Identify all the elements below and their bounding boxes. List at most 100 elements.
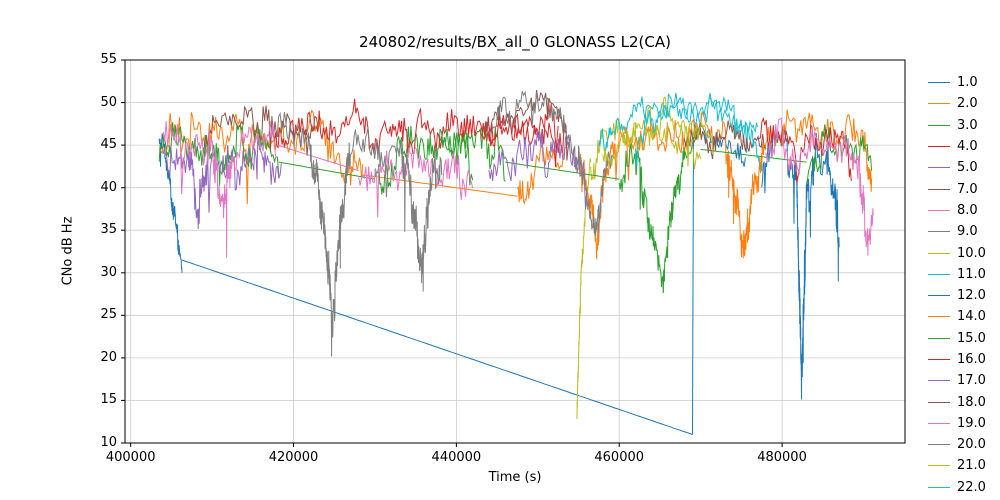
legend-line-swatch (928, 295, 950, 297)
legend-item-21.0: 21.0 (928, 455, 986, 476)
chart-title: 240802/results/BX_all_0 GLONASS L2(CA) (359, 33, 671, 51)
legend-label: 21.0 (957, 458, 986, 474)
series-line-1.0 (181, 259, 693, 435)
y-tick-label: 25 (100, 307, 117, 323)
legend-line-swatch (928, 359, 950, 360)
legend-item-22.0: 22.0 (928, 477, 986, 498)
legend-label: 12.0 (957, 288, 986, 304)
y-tick-label: 10 (100, 435, 117, 450)
series-line-8.0 (358, 146, 474, 218)
legend-line-swatch (928, 124, 950, 126)
legend-label: 19.0 (957, 415, 986, 431)
series-line-1.0 (692, 136, 694, 435)
legend-label: 15.0 (957, 330, 986, 346)
legend-line-swatch (928, 486, 950, 488)
legend-item-1.0: 1.0 (928, 72, 986, 93)
legend-label: 18.0 (957, 394, 986, 410)
legend-label: 10.0 (957, 245, 986, 261)
legend-line-swatch (928, 337, 950, 339)
series-line-15.0 (618, 129, 702, 294)
legend-line-swatch (928, 82, 950, 84)
legend-label: 7.0 (957, 181, 978, 197)
series-line-4.0 (272, 98, 567, 158)
legend-item-12.0: 12.0 (928, 285, 986, 306)
x-tick-label: 480000 (757, 450, 807, 465)
legend-item-14.0: 14.0 (928, 306, 986, 327)
x-tick-label: 460000 (594, 450, 645, 465)
legend-line-swatch (928, 380, 950, 382)
series-line-16.0 (480, 112, 559, 167)
legend-item-11.0: 11.0 (928, 264, 986, 285)
legend-label: 11.0 (957, 266, 986, 282)
legend-label: 22.0 (957, 479, 986, 495)
legend-item-17.0: 17.0 (928, 370, 986, 391)
y-tick-label: 40 (100, 179, 117, 195)
series-line-3.0 (278, 161, 376, 180)
series-line-9.0 (276, 111, 443, 357)
series-line-7.0 (203, 105, 319, 156)
series-line-17.0 (488, 129, 588, 210)
series-line-15.0 (439, 122, 506, 182)
series-line-22.0 (635, 92, 763, 171)
y-tick-label: 45 (100, 137, 117, 153)
plot-area (121, 59, 906, 447)
legend-item-2.0: 2.0 (928, 93, 986, 114)
x-tick-label: 440000 (431, 450, 482, 465)
series-line-20.0 (488, 90, 614, 236)
legend-line-swatch (928, 188, 950, 190)
legend-line-swatch (928, 401, 950, 403)
series-line-1.0 (693, 123, 746, 167)
series-line-2.0 (516, 144, 567, 205)
legend-label: 3.0 (957, 117, 978, 133)
legend-item-4.0: 4.0 (928, 136, 986, 157)
y-tick-label: 15 (100, 392, 117, 408)
legend-item-16.0: 16.0 (928, 349, 986, 370)
legend-line-swatch (928, 422, 950, 424)
legend-label: 14.0 (957, 309, 986, 325)
legend-label: 2.0 (957, 96, 978, 112)
y-tick-label: 50 (100, 94, 117, 110)
series-line-1.0 (158, 133, 183, 273)
x-axis-label: Time (s) (488, 470, 542, 485)
legend-label: 17.0 (957, 373, 986, 389)
series-line-14.0 (578, 109, 873, 260)
legend-line-swatch (928, 231, 950, 233)
legend-item-7.0: 7.0 (928, 178, 986, 199)
legend-item-9.0: 9.0 (928, 221, 986, 242)
x-tick-label: 420000 (268, 450, 319, 465)
x-tick-label: 400000 (105, 450, 156, 465)
y-axis-label: CNo dB Hz (60, 216, 76, 286)
legend-line-swatch (928, 209, 950, 211)
legend-label: 8.0 (957, 202, 978, 218)
series-line-21.0 (602, 96, 714, 168)
series-line-19.0 (765, 117, 874, 256)
legend: 1.0 2.0 3.0 4.0 5.0 7.0 8.0 9.0 10.0 11.0 12.0 14.0… (928, 72, 986, 498)
legend-line-swatch (928, 465, 950, 467)
legend-label: 9.0 (957, 224, 978, 240)
legend-item-3.0: 3.0 (928, 115, 986, 136)
series-line-15.0 (505, 161, 620, 180)
series-line-2.0 (362, 174, 518, 197)
legend-label: 5.0 (957, 160, 978, 176)
legend-line-swatch (928, 167, 950, 169)
legend-line-swatch (928, 316, 950, 318)
legend-line-swatch (928, 103, 950, 105)
legend-item-8.0: 8.0 (928, 200, 986, 221)
legend-item-5.0: 5.0 (928, 157, 986, 178)
legend-item-15.0: 15.0 (928, 328, 986, 349)
legend-item-18.0: 18.0 (928, 391, 986, 412)
series-line-8.0 (162, 121, 278, 258)
legend-label: 20.0 (957, 437, 986, 453)
legend-item-10.0: 10.0 (928, 242, 986, 263)
legend-item-20.0: 20.0 (928, 434, 986, 455)
series-line-5.0 (162, 136, 282, 230)
series-line-8.0 (277, 144, 359, 172)
legend-label: 16.0 (957, 352, 986, 367)
legend-label: 4.0 (957, 139, 978, 155)
y-tick-label: 35 (100, 222, 117, 238)
series-line-12.0 (761, 128, 840, 400)
legend-item-19.0: 19.0 (928, 413, 986, 434)
series-line-15.0 (700, 148, 807, 163)
legend-line-swatch (928, 252, 950, 254)
